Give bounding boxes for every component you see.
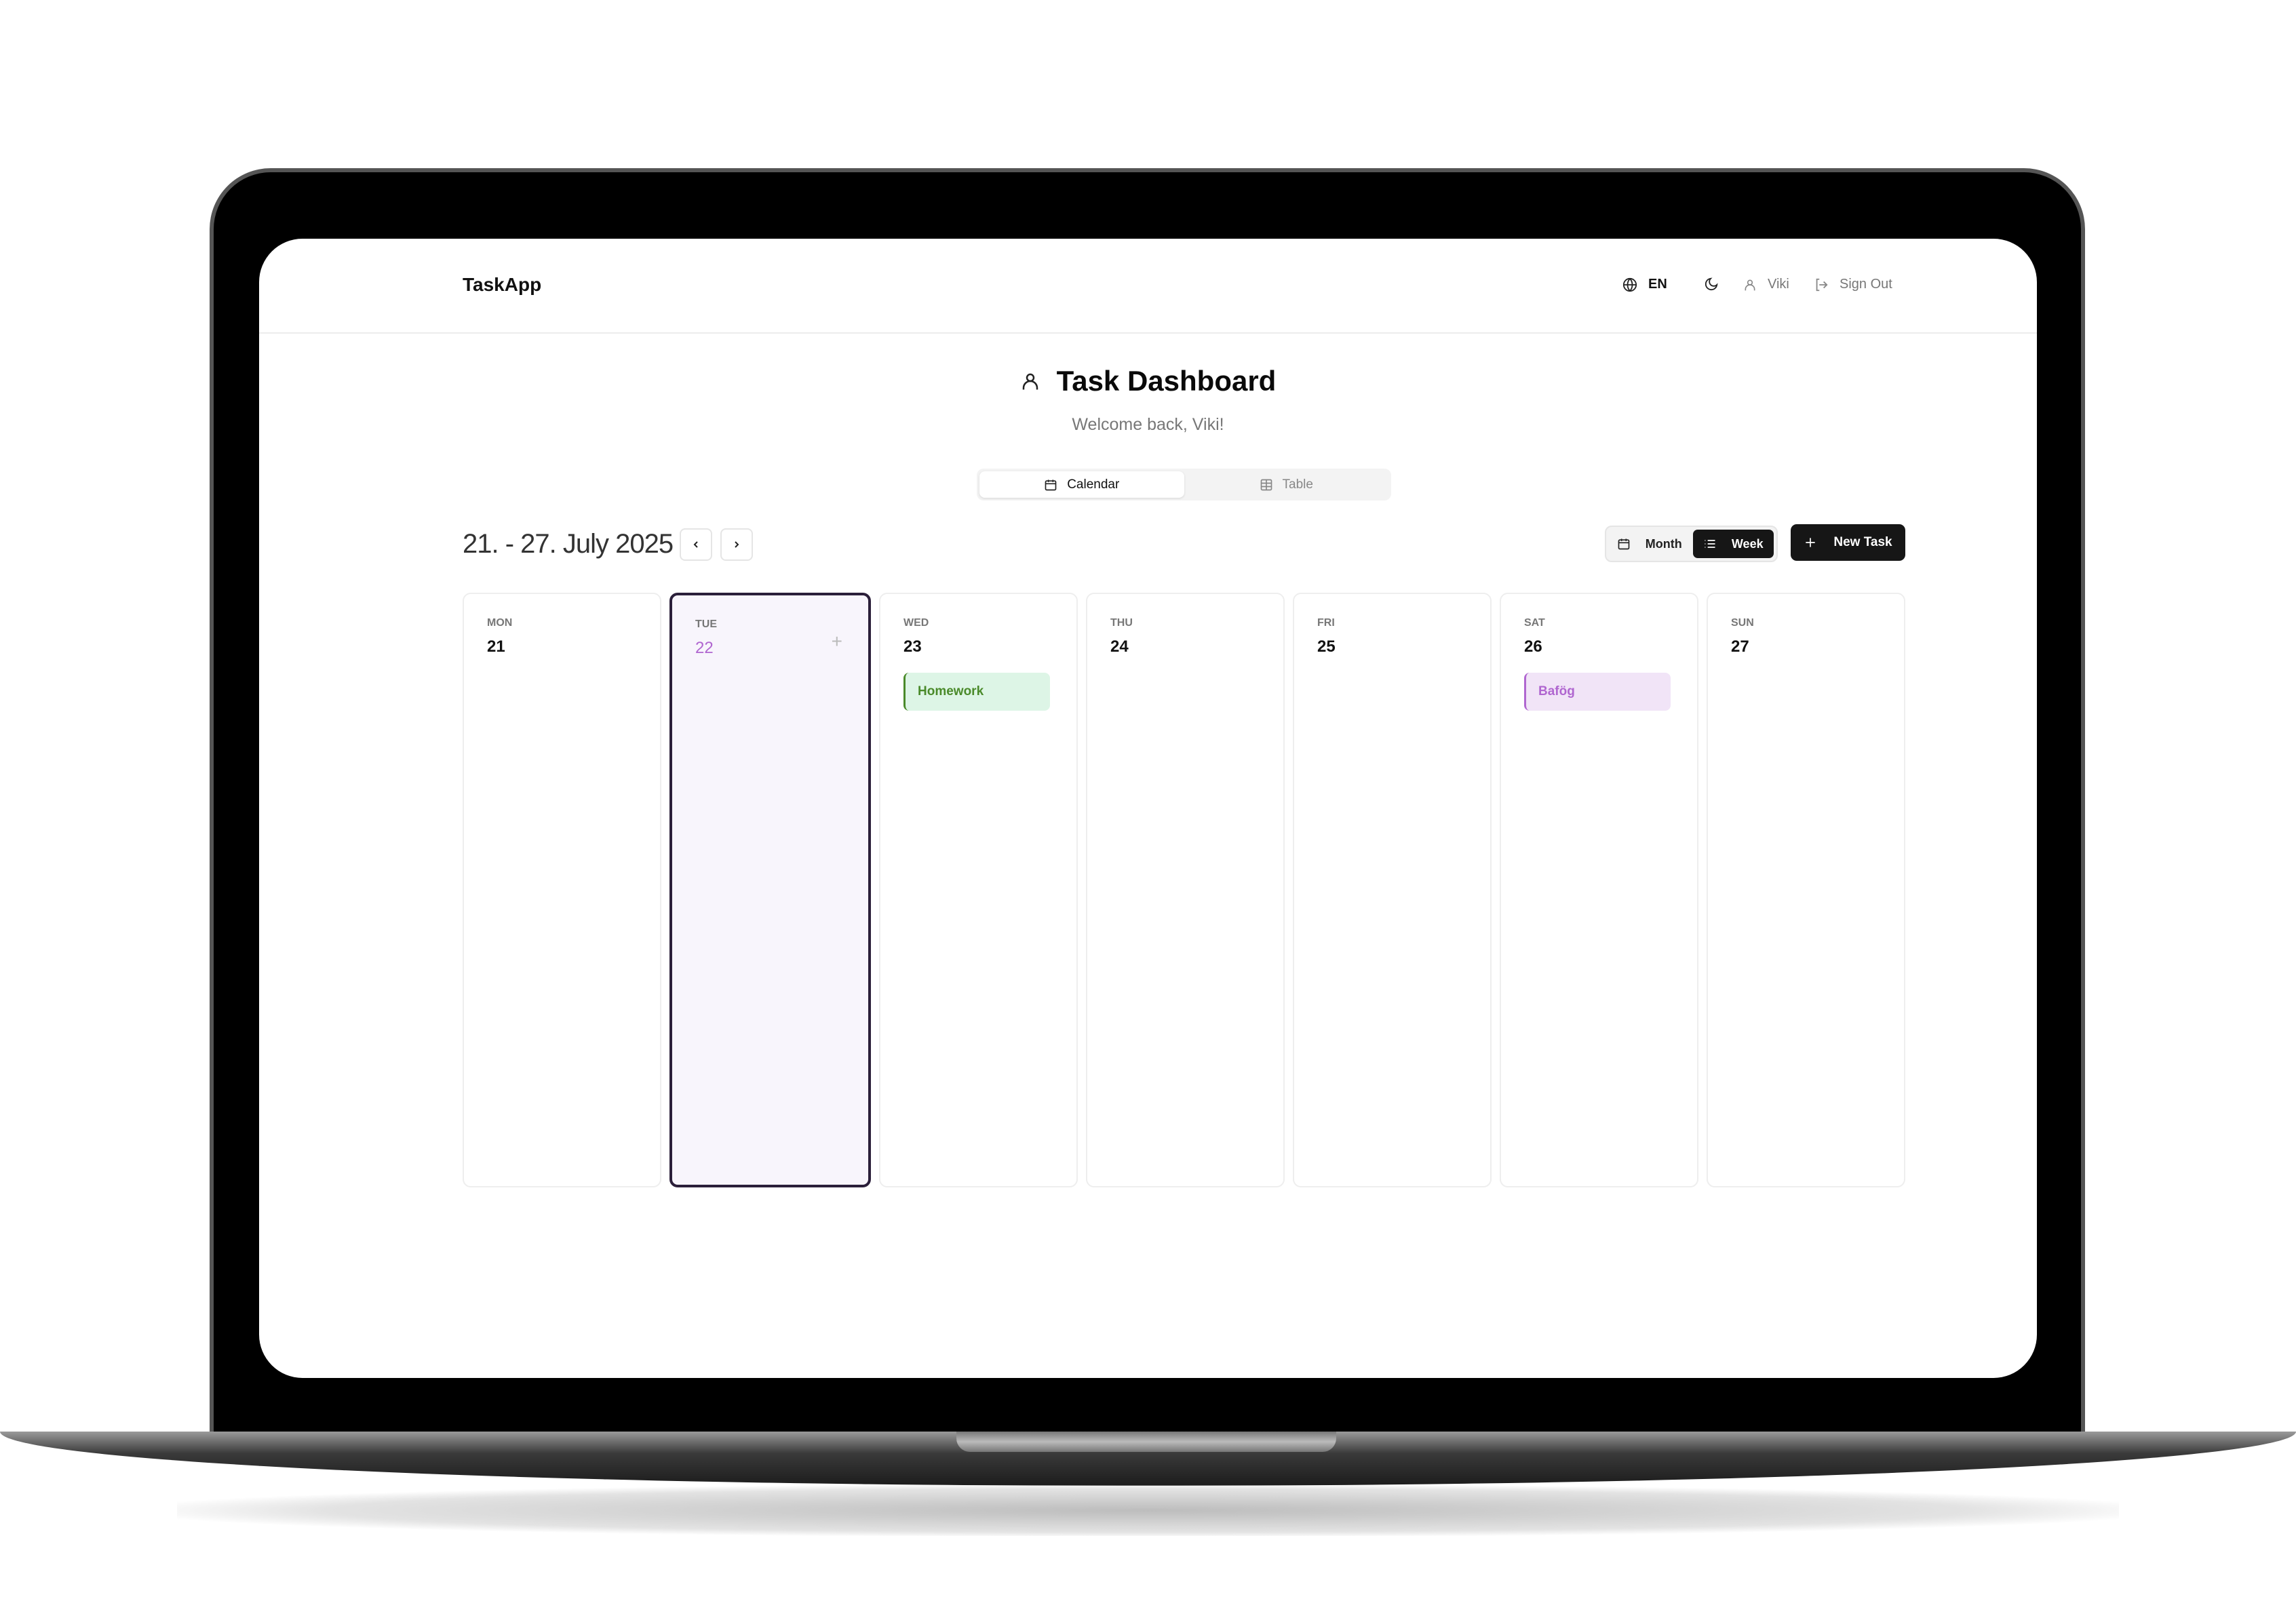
task-title: Bafög — [1538, 684, 1575, 698]
day-name: WED — [903, 617, 929, 629]
week-grid: MON 21 TUE 22 + WED 23 Homework THU 24 FRI 25 S… — [463, 593, 1905, 1187]
week-view-button[interactable]: Week — [1692, 530, 1774, 558]
laptop-notch — [956, 1432, 1336, 1452]
chevron-right-icon — [731, 539, 742, 550]
new-task-label: New Task — [1833, 535, 1892, 549]
day-name: SAT — [1524, 617, 1545, 629]
view-tabs: Calendar Table — [977, 469, 1391, 500]
calendar-icon — [1044, 478, 1057, 492]
app-screen: TaskApp EN Viki Sign Out Task Dashboard … — [259, 239, 2037, 1378]
day-number: 26 — [1524, 637, 1542, 656]
day-number: 22 — [695, 639, 714, 657]
title-text: Task Dashboard — [1056, 365, 1277, 397]
laptop-shadow — [177, 1485, 2119, 1536]
day-number: 21 — [487, 637, 505, 656]
user-icon — [1743, 278, 1757, 292]
welcome-message: Welcome back, Viki! — [1072, 415, 1224, 434]
top-nav: TaskApp EN Viki Sign Out — [259, 239, 2037, 334]
task-event[interactable]: Homework — [903, 673, 1050, 711]
month-view-button[interactable]: Month — [1609, 530, 1690, 558]
table-icon — [1260, 478, 1273, 492]
prev-week-button[interactable] — [680, 528, 712, 561]
user-icon — [1020, 370, 1040, 393]
day-column-sun[interactable]: SUN 27 — [1707, 593, 1905, 1187]
month-label: Month — [1645, 536, 1682, 551]
sign-out-icon — [1814, 277, 1829, 292]
chevron-left-icon — [690, 539, 701, 550]
day-number: 27 — [1731, 637, 1749, 656]
tab-label: Calendar — [1067, 477, 1120, 492]
next-week-button[interactable] — [720, 528, 753, 561]
day-name: SUN — [1731, 617, 1754, 629]
user-name: Viki — [1768, 277, 1789, 292]
new-task-button[interactable]: New Task — [1791, 524, 1905, 561]
language-switcher[interactable]: EN — [1622, 277, 1667, 292]
day-number: 24 — [1110, 637, 1129, 656]
user-menu[interactable]: Viki — [1743, 277, 1789, 292]
day-column-sat[interactable]: SAT 26 Bafög — [1500, 593, 1698, 1187]
day-name: FRI — [1317, 617, 1335, 629]
view-toggle: Month Week — [1605, 526, 1778, 562]
day-name: TUE — [695, 618, 717, 630]
day-name: THU — [1110, 617, 1133, 629]
add-task-icon[interactable]: + — [831, 631, 842, 652]
theme-toggle[interactable] — [1704, 277, 1719, 292]
calendar-icon — [1617, 537, 1631, 551]
tab-label: Table — [1282, 477, 1313, 492]
sign-out-label: Sign Out — [1840, 277, 1892, 292]
page-title: Task Dashboard — [259, 365, 2037, 397]
week-label: Week — [1731, 536, 1764, 551]
tab-table[interactable]: Table — [1184, 471, 1389, 498]
day-number: 25 — [1317, 637, 1336, 656]
day-column-fri[interactable]: FRI 25 — [1293, 593, 1492, 1187]
brand-logo[interactable]: TaskApp — [463, 274, 542, 295]
day-column-wed[interactable]: WED 23 Homework — [879, 593, 1078, 1187]
day-name: MON — [487, 617, 513, 629]
day-number: 23 — [903, 637, 922, 656]
plus-icon — [1804, 536, 1817, 549]
day-column-tue[interactable]: TUE 22 + — [669, 593, 871, 1187]
date-range: 21. - 27. July 2025 — [463, 529, 674, 559]
day-column-thu[interactable]: THU 24 — [1086, 593, 1285, 1187]
language-label: EN — [1648, 277, 1667, 292]
tab-calendar[interactable]: Calendar — [979, 471, 1184, 498]
globe-icon — [1622, 277, 1637, 292]
moon-icon — [1704, 277, 1719, 292]
list-icon — [1703, 537, 1717, 551]
task-title: Homework — [918, 684, 984, 698]
task-event[interactable]: Bafög — [1524, 673, 1671, 711]
day-column-mon[interactable]: MON 21 — [463, 593, 661, 1187]
sign-out-button[interactable]: Sign Out — [1814, 277, 1892, 292]
